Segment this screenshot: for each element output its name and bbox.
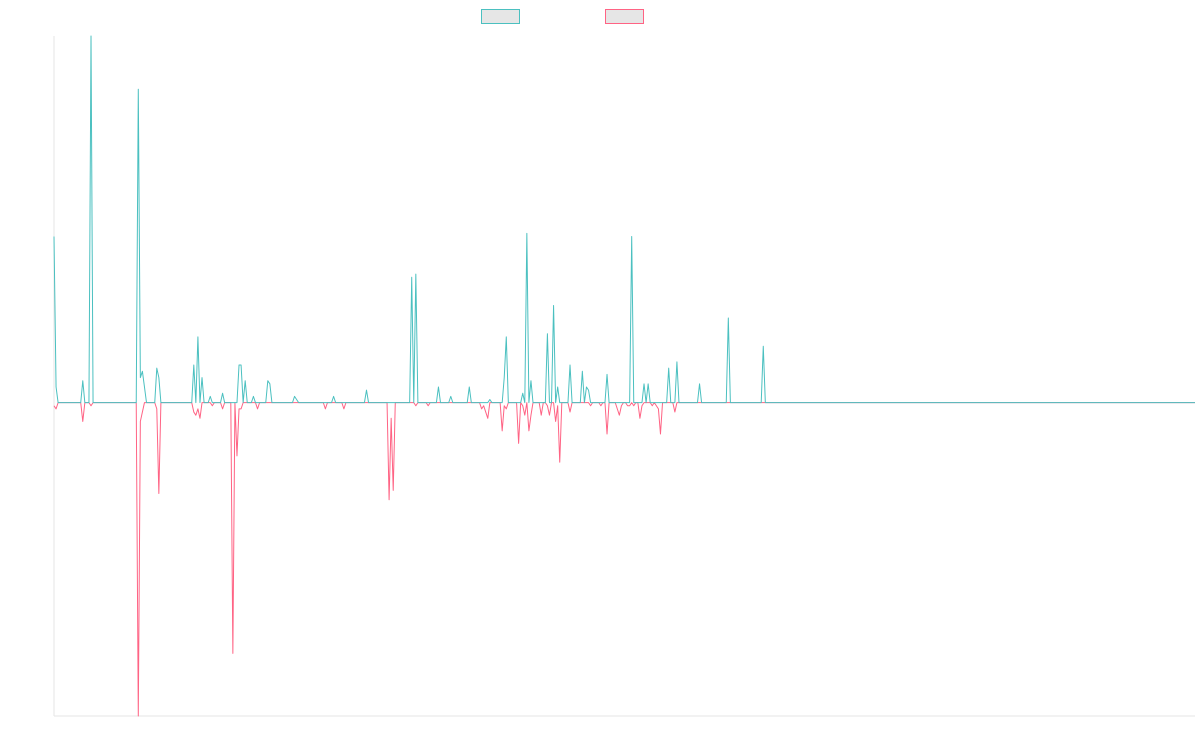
series-layer [53,35,1195,717]
legend-swatch-series-2[interactable] [605,9,644,24]
series-line-2[interactable] [53,402,1195,717]
chart-legend [0,9,1200,29]
chart-axes [53,36,1195,717]
series-line-1[interactable] [53,35,1195,404]
legend-swatch-series-1[interactable] [481,9,520,24]
